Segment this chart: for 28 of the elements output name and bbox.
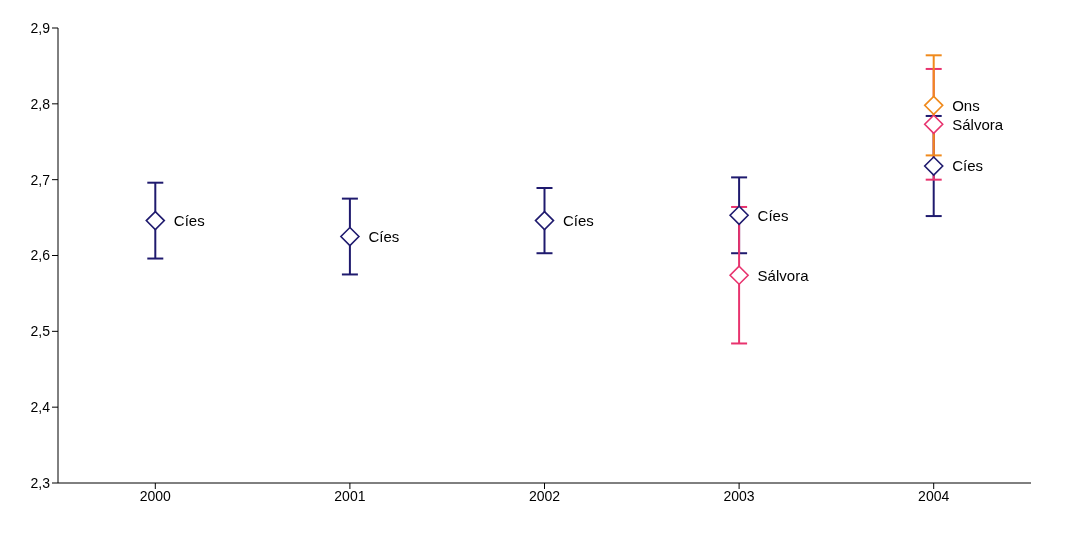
x-tick-label: 2001 [334,487,366,504]
y-tick-label: 2,7 [30,171,51,188]
x-tick-label: 2004 [918,487,950,504]
series-label: Cíes [368,227,400,245]
point [534,210,555,231]
series-label: Sálvora [757,266,810,284]
point [729,265,749,286]
y-tick-label: 2,8 [30,95,51,112]
x-tick-label: 2003 [723,487,755,504]
point [923,95,944,116]
point [145,210,166,231]
y-tick-label: 2,5 [30,323,51,340]
y-tick-label: 2,6 [30,247,51,264]
y-tick-label: 2,9 [30,19,51,36]
point [729,205,749,226]
text: Cíes [173,211,205,229]
x-tick-label: 2002 [528,487,561,504]
y-tick-label: 2,3 [30,474,51,491]
series-label: Ons [952,96,980,114]
point [340,226,360,247]
point [923,156,944,176]
x-tick-label: 2000 [139,487,172,504]
y-tick-label: 2,4 [30,399,51,416]
text: Cíes [757,206,789,224]
text: Cíes [952,157,984,175]
text: Sálvora [952,115,1004,133]
point [923,114,944,135]
text: Cíes [563,211,594,229]
